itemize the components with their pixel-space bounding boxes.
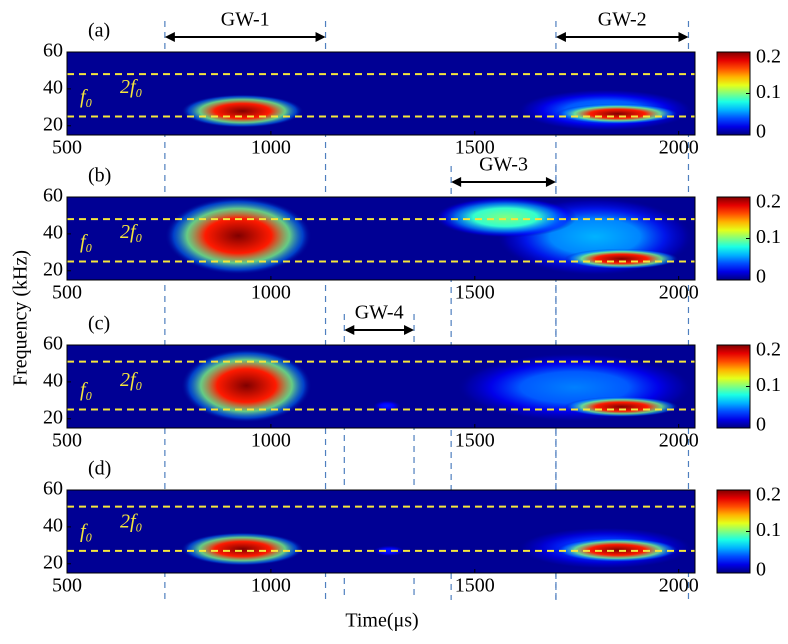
colorbar-tick-label: 0.2 xyxy=(756,191,781,213)
colorbar-tick-label: 0 xyxy=(756,121,766,143)
x-tick-label: 1000 xyxy=(251,282,291,304)
panel-label: (a) xyxy=(88,20,110,42)
heatmap xyxy=(181,348,695,423)
axes-frame xyxy=(66,489,696,574)
x-tick-label: 1500 xyxy=(455,282,495,304)
colorbar-tick-label: 0.1 xyxy=(756,519,781,541)
heatmap xyxy=(181,526,695,570)
harmonic-label: 2f₀ xyxy=(120,221,143,243)
x-tick-label: 500 xyxy=(52,430,82,452)
y-tick-label: 40 xyxy=(43,369,63,391)
colorbar xyxy=(716,51,751,136)
axes-frame xyxy=(66,196,696,281)
colorbar-tick-label: 0 xyxy=(756,559,766,581)
x-tick-label: 500 xyxy=(52,137,82,159)
panel-label: (d) xyxy=(88,458,111,480)
energy-blob xyxy=(434,197,577,238)
colorbar-tick-label: 0 xyxy=(756,266,766,288)
colorbar-tick-label: 0.2 xyxy=(756,339,781,361)
x-tick-label: 1500 xyxy=(455,430,495,452)
energy-blob xyxy=(556,537,679,562)
colorbar-tick-label: 0 xyxy=(756,414,766,436)
x-tick-label: 500 xyxy=(52,575,82,597)
x-tick-label: 500 xyxy=(52,282,82,304)
colorbar xyxy=(716,196,751,281)
y-tick-label: 60 xyxy=(43,333,63,355)
y-tick-label: 60 xyxy=(43,40,63,62)
x-tick-label: 1000 xyxy=(251,137,291,159)
energy-blob xyxy=(164,197,312,275)
event-label: GW-4 xyxy=(355,302,404,324)
y-tick-label: 40 xyxy=(43,76,63,98)
y-tick-label: 20 xyxy=(43,113,63,135)
panel-label: (b) xyxy=(88,165,111,187)
event-label: GW-1 xyxy=(221,9,270,31)
y-tick-label: 60 xyxy=(43,185,63,207)
colorbar-tick-label: 0.2 xyxy=(756,46,781,68)
harmonic-label: f₀ xyxy=(80,379,93,401)
x-tick-label: 1500 xyxy=(455,137,495,159)
heatmap xyxy=(181,88,695,132)
y-axis-label: Frequency (kHz) xyxy=(10,250,32,386)
panel-label: (c) xyxy=(88,313,110,335)
y-tick-label: 20 xyxy=(43,406,63,428)
x-axis-label: Time(μs) xyxy=(345,610,418,632)
heatmap xyxy=(164,197,695,277)
colorbar-tick-label: 0.2 xyxy=(756,484,781,506)
x-tick-label: 2000 xyxy=(659,575,699,597)
axes-frame xyxy=(66,344,696,429)
energy-blob xyxy=(372,545,406,557)
colorbar-tick-label: 0.1 xyxy=(756,81,781,103)
energy-blob xyxy=(564,396,679,417)
x-tick-label: 2000 xyxy=(659,137,699,159)
energy-blob xyxy=(564,248,679,269)
colorbar-tick-label: 0.1 xyxy=(756,374,781,396)
y-tick-label: 20 xyxy=(43,551,63,573)
x-tick-label: 1000 xyxy=(251,430,291,452)
event-label: GW-2 xyxy=(598,9,647,31)
energy-blob xyxy=(181,348,312,423)
colorbar-tick-label: 0.1 xyxy=(756,226,781,248)
axes-frame xyxy=(66,51,696,136)
x-tick-label: 1000 xyxy=(251,575,291,597)
harmonic-label: f₀ xyxy=(80,520,93,542)
harmonic-label: f₀ xyxy=(80,86,93,108)
harmonic-label: f₀ xyxy=(80,231,93,253)
harmonic-label: 2f₀ xyxy=(120,510,143,532)
energy-blob xyxy=(181,532,304,566)
x-tick-label: 2000 xyxy=(659,430,699,452)
energy-blob xyxy=(556,103,679,124)
y-tick-label: 40 xyxy=(43,514,63,536)
y-tick-label: 40 xyxy=(43,221,63,243)
y-tick-label: 60 xyxy=(43,478,63,500)
harmonic-label: 2f₀ xyxy=(120,76,143,98)
colorbar xyxy=(716,489,751,574)
colorbar xyxy=(716,344,751,429)
event-label: GW-3 xyxy=(479,154,528,176)
x-tick-label: 2000 xyxy=(659,282,699,304)
energy-blob xyxy=(181,94,304,128)
x-tick-label: 1500 xyxy=(455,575,495,597)
harmonic-label: 2f₀ xyxy=(120,369,143,391)
y-tick-label: 20 xyxy=(43,258,63,280)
